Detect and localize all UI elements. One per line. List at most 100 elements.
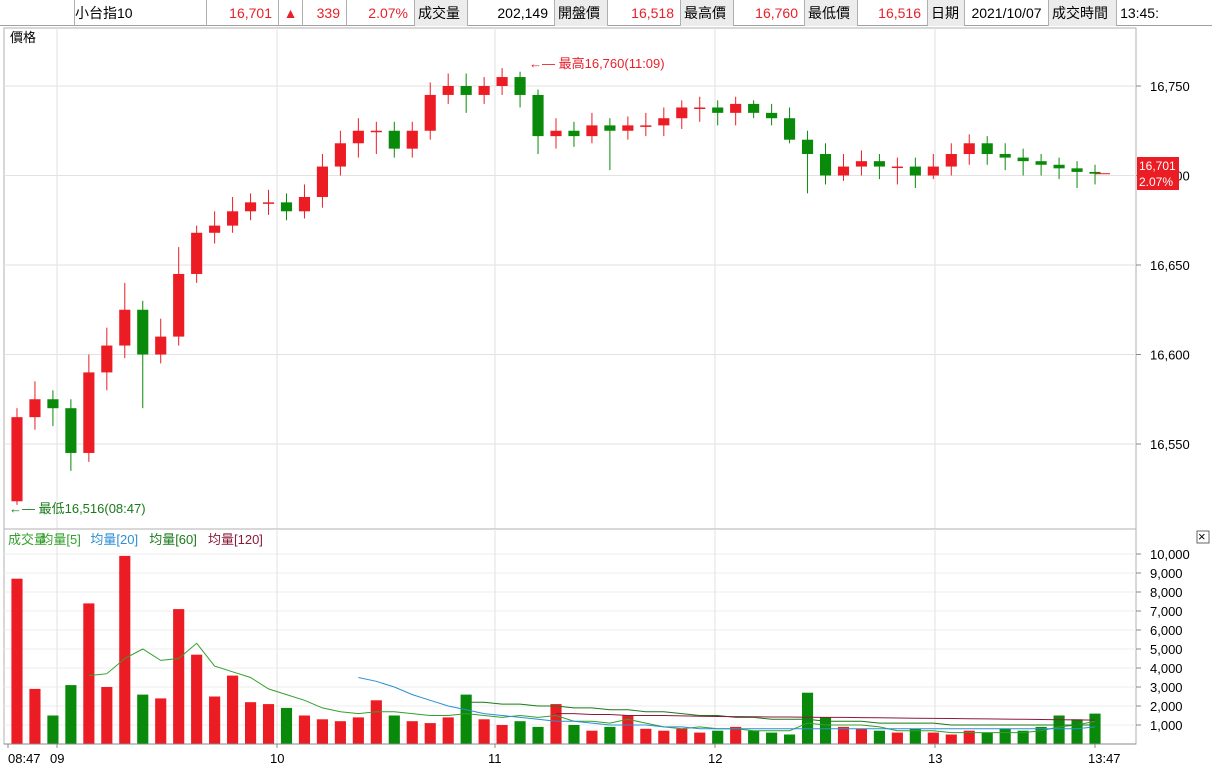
volume-tick-label: 1,000 (1150, 718, 1183, 733)
header-spacer (0, 0, 75, 26)
volume-bar (1089, 713, 1101, 744)
candle-body (298, 196, 311, 212)
volume-tick-label: 7,000 (1150, 604, 1183, 619)
volume-bar (586, 730, 598, 744)
volume-legend-item: 均量[20] (90, 532, 138, 547)
volume-tick-label: 6,000 (1150, 623, 1183, 638)
candle-body (748, 103, 760, 113)
last-price-tag-price: 16,701 (1139, 159, 1176, 173)
candle-body (191, 232, 203, 274)
volume-bar (514, 721, 526, 744)
volume-legend-item: 均量[60] (149, 532, 197, 547)
change-percent: 2.07% (347, 0, 415, 26)
volume-bar (640, 728, 652, 744)
volume-ma-line (556, 713, 1096, 721)
candle-body (712, 107, 724, 113)
volume-bar (478, 719, 490, 744)
candle-body (999, 154, 1011, 158)
volume-bar (11, 578, 23, 744)
volume-bar (137, 694, 149, 744)
volume-bar (622, 715, 634, 744)
volume-bar (119, 555, 131, 744)
price-plot-frame (3, 27, 1137, 530)
candle-body (855, 161, 868, 167)
low-value: 16,516 (858, 0, 928, 26)
price-tick-label: 16,750 (1150, 79, 1190, 94)
candle-body (227, 211, 239, 226)
volume-bar (442, 717, 454, 744)
volume-bar (334, 721, 346, 744)
volume-legend-item: 成交量 (8, 532, 47, 547)
volume-bar (730, 726, 742, 744)
candle-body (873, 161, 885, 167)
candle-body (316, 166, 328, 197)
volume-bar (406, 721, 418, 744)
volume-bar (280, 707, 293, 744)
candle-body (891, 166, 903, 169)
volume-tick-label: 8,000 (1150, 585, 1183, 600)
price-tick-label: 16,600 (1150, 348, 1190, 363)
volume-tick-label: 9,000 (1150, 566, 1183, 581)
last-price-tag-bg (1137, 157, 1179, 190)
volume-bar (65, 685, 77, 744)
volume-bars (11, 555, 1101, 744)
candle-body (622, 125, 634, 131)
volume-ma-line (466, 701, 1095, 726)
volume-bar (155, 698, 167, 744)
candle-body (586, 125, 598, 137)
volume-bar (676, 728, 688, 744)
candle-body (83, 372, 95, 453)
candle-body (478, 86, 490, 95)
candle-body (29, 399, 41, 418)
close-icon[interactable]: × (1198, 529, 1206, 544)
volume-bar (909, 728, 921, 744)
time-tick-label: 13 (928, 751, 942, 766)
volume-bar (855, 728, 868, 744)
volume-bar (837, 726, 850, 744)
candle-body (658, 118, 670, 126)
candle-body (963, 143, 975, 155)
candle-body (442, 86, 454, 95)
volume-ma-line (88, 642, 1096, 734)
time-tick-label: 11 (488, 751, 502, 766)
date-value: 2021/10/07 (965, 0, 1049, 26)
volume-bar (298, 715, 311, 744)
candle-body (981, 143, 993, 155)
volume-bar (550, 704, 562, 744)
volume-label: 成交量 (415, 0, 468, 26)
time-axis: 08:47 09 10 11 12 13 13:47 (4, 743, 1136, 766)
candle-body (406, 130, 418, 149)
low-label: 最低價 (805, 0, 858, 26)
candle-body (784, 118, 796, 140)
time-tick-label: 12 (708, 751, 722, 766)
volume-bar (47, 715, 59, 744)
time-value: 13:45: (1120, 5, 1159, 21)
candle-body (47, 399, 59, 409)
volume-bar (1017, 730, 1029, 744)
volume-bar (963, 730, 975, 744)
volume-bar (227, 675, 239, 744)
candle-body (550, 130, 562, 137)
volume-bar (658, 730, 670, 744)
candle-body (568, 130, 580, 137)
volume-tick-label: 10,000 (1150, 547, 1190, 562)
high-label: 最高價 (681, 0, 734, 26)
time-label: 成交時間 (1049, 0, 1117, 26)
volume-bar (29, 688, 41, 744)
volume-bar (568, 725, 580, 744)
candle-body (137, 309, 149, 355)
close-panel-button[interactable] (1196, 530, 1210, 544)
candle-body (514, 77, 526, 95)
open-label: 開盤價 (555, 0, 608, 26)
volume-bar (784, 734, 796, 744)
candle-body (496, 77, 508, 86)
candles (11, 68, 1110, 505)
volume-y-ticks: 10,000 9,000 8,000 7,000 6,000 5,000 4,000 3,00… (1136, 547, 1190, 733)
candle-body (909, 166, 921, 176)
candle-body (730, 103, 742, 113)
symbol-name[interactable]: 小台指10 (75, 0, 207, 26)
candle-body (766, 112, 778, 119)
